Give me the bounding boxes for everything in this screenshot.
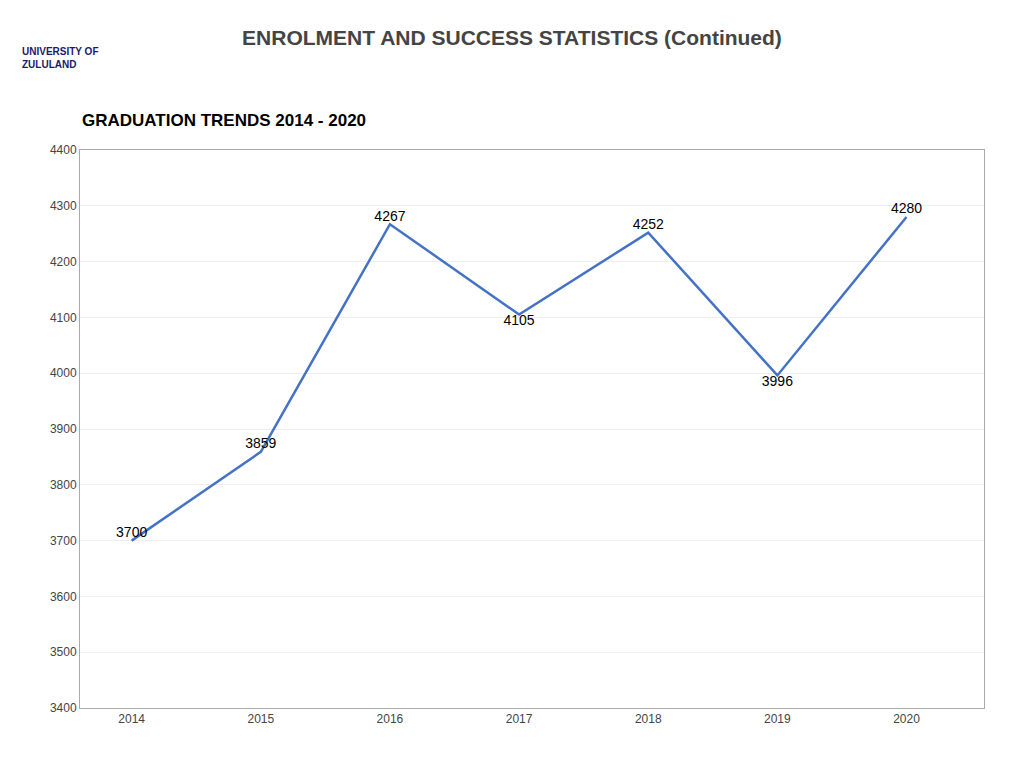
- svg-text:4267: 4267: [374, 208, 405, 224]
- svg-text:2018: 2018: [635, 712, 662, 726]
- svg-text:GRADUATION TRENDS 2014 - 2020: GRADUATION TRENDS 2014 - 2020: [82, 111, 366, 130]
- svg-text:4105: 4105: [504, 312, 535, 328]
- svg-text:2015: 2015: [247, 712, 274, 726]
- svg-text:3800: 3800: [50, 478, 77, 492]
- svg-text:4100: 4100: [50, 311, 77, 325]
- svg-text:UNIVERSITY OFZULULAND: UNIVERSITY OFZULULAND: [22, 46, 99, 70]
- svg-text:4280: 4280: [891, 200, 922, 216]
- svg-text:4252: 4252: [633, 216, 664, 232]
- svg-text:2016: 2016: [377, 712, 404, 726]
- svg-text:3600: 3600: [50, 590, 77, 604]
- svg-text:3400: 3400: [50, 701, 77, 715]
- svg-text:2017: 2017: [506, 712, 533, 726]
- svg-text:4400: 4400: [50, 143, 77, 157]
- svg-text:3900: 3900: [50, 422, 77, 436]
- svg-text:3859: 3859: [245, 435, 276, 451]
- svg-text:3996: 3996: [762, 373, 793, 389]
- svg-text:3500: 3500: [50, 645, 77, 659]
- svg-text:ENROLMENT AND SUCCESS STATISTI: ENROLMENT AND SUCCESS STATISTICS (Contin…: [242, 26, 782, 49]
- svg-text:2014: 2014: [118, 712, 145, 726]
- svg-text:4300: 4300: [50, 199, 77, 213]
- svg-text:2020: 2020: [893, 712, 920, 726]
- svg-text:3700: 3700: [50, 534, 77, 548]
- svg-text:2019: 2019: [764, 712, 791, 726]
- svg-text:3700: 3700: [116, 524, 147, 540]
- svg-text:4000: 4000: [50, 366, 77, 380]
- svg-text:4200: 4200: [50, 255, 77, 269]
